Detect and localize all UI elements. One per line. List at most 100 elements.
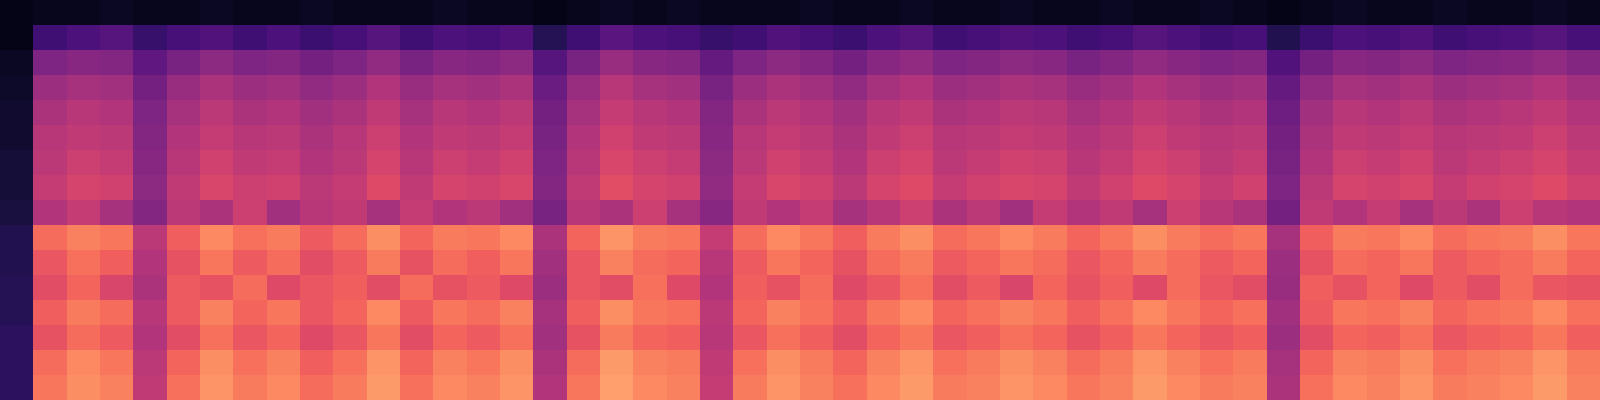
heatmap-cell xyxy=(667,75,701,101)
heatmap-cell xyxy=(733,325,767,351)
heatmap-cell xyxy=(1000,225,1034,251)
heatmap-cell xyxy=(1233,50,1267,76)
heatmap-cell xyxy=(767,50,801,76)
heatmap-cell xyxy=(1200,125,1234,151)
heatmap-cell xyxy=(133,275,167,301)
heatmap-cell xyxy=(1200,325,1234,351)
heatmap-cell xyxy=(800,275,834,301)
heatmap-cell xyxy=(800,375,834,400)
heatmap-cell xyxy=(600,300,634,326)
heatmap-cell xyxy=(1400,150,1434,176)
heatmap-cell xyxy=(433,250,467,276)
heatmap-cell xyxy=(600,125,634,151)
heatmap-cell xyxy=(367,325,401,351)
heatmap-cell xyxy=(300,350,334,376)
heatmap-cell xyxy=(233,75,267,101)
heatmap-cell xyxy=(833,150,867,176)
heatmap-cell xyxy=(433,100,467,126)
heatmap-cell xyxy=(1267,0,1301,26)
heatmap-cell xyxy=(100,375,134,400)
heatmap-cell xyxy=(1300,375,1334,400)
heatmap-cell xyxy=(300,175,334,201)
heatmap-cell xyxy=(1267,150,1301,176)
heatmap-cell xyxy=(400,25,434,51)
heatmap-cell xyxy=(367,300,401,326)
heatmap-cell xyxy=(1367,0,1401,26)
heatmap-cell xyxy=(500,75,534,101)
heatmap-cell xyxy=(433,200,467,226)
heatmap-cell xyxy=(1533,0,1567,26)
heatmap-cell xyxy=(1433,25,1467,51)
heatmap-cell xyxy=(533,225,567,251)
heatmap-cell xyxy=(933,200,967,226)
heatmap-cell xyxy=(500,25,534,51)
heatmap-cell xyxy=(133,0,167,26)
heatmap-cell xyxy=(1367,150,1401,176)
heatmap-cell xyxy=(367,225,401,251)
heatmap-cell xyxy=(1200,250,1234,276)
heatmap-cell xyxy=(0,75,34,101)
heatmap-cell xyxy=(800,100,834,126)
heatmap-cell xyxy=(333,250,367,276)
heatmap-cell xyxy=(1500,275,1534,301)
heatmap-cell xyxy=(1467,0,1501,26)
heatmap-cell xyxy=(533,75,567,101)
heatmap-cell xyxy=(1167,0,1201,26)
heatmap-cell xyxy=(1000,350,1034,376)
heatmap-cell xyxy=(900,250,934,276)
heatmap-cell xyxy=(1133,50,1167,76)
heatmap-cell xyxy=(233,100,267,126)
heatmap-cell xyxy=(1567,225,1600,251)
heatmap-cell xyxy=(967,275,1001,301)
heatmap-cell xyxy=(367,175,401,201)
heatmap-cell xyxy=(133,125,167,151)
cells xyxy=(0,0,1600,400)
heatmap-cell xyxy=(67,125,101,151)
heatmap-cell xyxy=(767,275,801,301)
heatmap-cell xyxy=(533,250,567,276)
heatmap-cell xyxy=(833,375,867,400)
heatmap-cell xyxy=(900,125,934,151)
heatmap-cell xyxy=(1100,275,1134,301)
heatmap-cell xyxy=(667,275,701,301)
heatmap-cell xyxy=(1400,225,1434,251)
heatmap-cell xyxy=(967,125,1001,151)
heatmap-cell xyxy=(833,175,867,201)
heatmap-cell xyxy=(1500,225,1534,251)
heatmap-cell xyxy=(933,175,967,201)
heatmap-cell xyxy=(1233,100,1267,126)
heatmap-cell xyxy=(700,75,734,101)
heatmap-cell xyxy=(767,325,801,351)
plot xyxy=(0,0,1600,400)
heatmap-cell xyxy=(700,250,734,276)
heatmap-cell xyxy=(1267,100,1301,126)
heatmap-cell xyxy=(1067,175,1101,201)
heatmap-cell xyxy=(1433,200,1467,226)
heatmap-cell xyxy=(633,125,667,151)
heatmap-cell xyxy=(1533,225,1567,251)
heatmap-cell xyxy=(33,0,67,26)
heatmap-cell xyxy=(1267,300,1301,326)
heatmap-cell xyxy=(833,350,867,376)
heatmap-cell xyxy=(167,75,201,101)
heatmap-cell xyxy=(1133,350,1167,376)
heatmap-cell xyxy=(1467,275,1501,301)
heatmap-cell xyxy=(100,325,134,351)
heatmap-cell xyxy=(233,0,267,26)
heatmap-cell xyxy=(300,375,334,400)
heatmap-cell xyxy=(733,275,767,301)
heatmap-cell xyxy=(533,275,567,301)
heatmap-cell xyxy=(1400,350,1434,376)
heatmap-cell xyxy=(33,150,67,176)
heatmap-cell xyxy=(1467,325,1501,351)
heatmap-cell xyxy=(467,325,501,351)
heatmap-cell xyxy=(1000,200,1034,226)
heatmap-cell xyxy=(600,225,634,251)
heatmap-cell xyxy=(1067,275,1101,301)
heatmap-cell xyxy=(133,250,167,276)
heatmap-cell xyxy=(0,50,34,76)
heatmap-cell xyxy=(233,50,267,76)
heatmap-cell xyxy=(1200,100,1234,126)
heatmap-cell xyxy=(500,0,534,26)
heatmap-cell xyxy=(367,375,401,400)
